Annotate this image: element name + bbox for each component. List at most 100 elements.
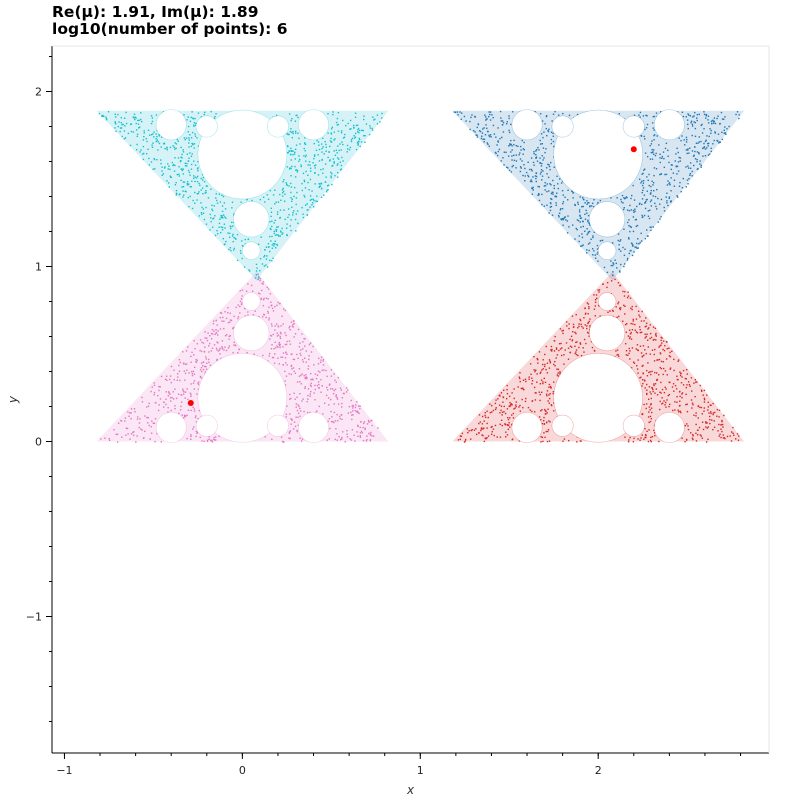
- data-point: [693, 382, 695, 384]
- data-point: [655, 205, 657, 208]
- data-point: [254, 310, 256, 312]
- data-point: [291, 198, 293, 201]
- data-point: [269, 259, 271, 262]
- data-point: [381, 117, 383, 119]
- data-point: [659, 218, 661, 220]
- data-point: [147, 422, 149, 424]
- data-point: [262, 196, 265, 199]
- data-point: [540, 169, 543, 171]
- data-point: [271, 304, 273, 306]
- data-point: [640, 134, 642, 137]
- data-point: [295, 144, 298, 146]
- data-point: [197, 160, 199, 163]
- data-point: [721, 420, 723, 423]
- data-point: [178, 175, 181, 177]
- data-point: [580, 226, 582, 228]
- data-point: [647, 215, 650, 217]
- gasket-hole: [597, 241, 617, 260]
- data-point: [206, 362, 208, 364]
- data-point: [694, 378, 697, 381]
- data-point: [332, 113, 334, 116]
- data-point: [330, 369, 333, 371]
- data-point: [641, 184, 644, 187]
- data-point: [119, 127, 122, 129]
- gasket-hole: [266, 115, 289, 138]
- data-point: [519, 404, 521, 407]
- data-point: [665, 388, 667, 390]
- data-point: [561, 207, 564, 210]
- data-point: [508, 117, 510, 120]
- data-point: [645, 403, 648, 405]
- data-point: [585, 342, 587, 345]
- data-point: [171, 161, 174, 164]
- data-point: [680, 190, 682, 193]
- data-point: [291, 368, 293, 370]
- data-point: [280, 356, 282, 358]
- data-point: [308, 343, 311, 346]
- data-point: [149, 134, 151, 136]
- data-point: [325, 190, 328, 193]
- data-point: [327, 184, 330, 186]
- data-point: [214, 115, 216, 118]
- data-point: [638, 114, 640, 116]
- data-point: [191, 372, 194, 375]
- data-point: [141, 153, 144, 155]
- data-point: [212, 217, 215, 219]
- data-point: [264, 436, 266, 438]
- data-point: [491, 425, 493, 428]
- data-point: [271, 307, 274, 310]
- data-point: [206, 337, 208, 339]
- data-point: [724, 437, 726, 440]
- data-point: [630, 242, 633, 244]
- data-point: [278, 343, 280, 345]
- data-point: [550, 184, 552, 186]
- data-point: [719, 141, 722, 143]
- data-point: [369, 433, 372, 435]
- data-point: [144, 430, 146, 433]
- data-point: [271, 235, 273, 238]
- data-point: [167, 168, 169, 170]
- data-point: [523, 141, 525, 144]
- data-point: [712, 428, 714, 431]
- data-point: [551, 214, 554, 216]
- data-point: [694, 150, 696, 153]
- data-point: [588, 222, 591, 225]
- data-point: [290, 229, 292, 232]
- data-point: [345, 387, 348, 389]
- data-point: [197, 170, 199, 172]
- data-point: [269, 250, 271, 253]
- data-point: [623, 254, 626, 257]
- data-point: [648, 173, 650, 176]
- data-point: [640, 352, 643, 354]
- data-point: [722, 426, 724, 428]
- data-point: [150, 133, 153, 136]
- data-point: [272, 257, 274, 259]
- data-point: [350, 411, 352, 414]
- data-point: [330, 141, 333, 143]
- data-point: [306, 203, 309, 205]
- data-point: [121, 135, 123, 138]
- data-point: [291, 117, 293, 120]
- data-point: [641, 385, 643, 387]
- data-point: [277, 334, 280, 336]
- data-point: [506, 166, 508, 168]
- data-point: [158, 389, 160, 392]
- data-point: [557, 187, 559, 190]
- data-point: [506, 408, 509, 410]
- data-point: [501, 124, 504, 126]
- data-point: [582, 196, 584, 199]
- data-point: [635, 365, 638, 367]
- data-point: [655, 335, 657, 337]
- data-point: [267, 312, 269, 314]
- data-point: [667, 204, 669, 207]
- data-point: [609, 310, 611, 312]
- data-point: [153, 382, 155, 384]
- data-point: [281, 233, 283, 235]
- data-point: [637, 438, 639, 440]
- data-point: [457, 439, 460, 441]
- data-point: [125, 122, 128, 125]
- data-point: [463, 115, 466, 118]
- data-point: [575, 227, 577, 230]
- data-point: [338, 415, 341, 418]
- data-point: [296, 191, 298, 194]
